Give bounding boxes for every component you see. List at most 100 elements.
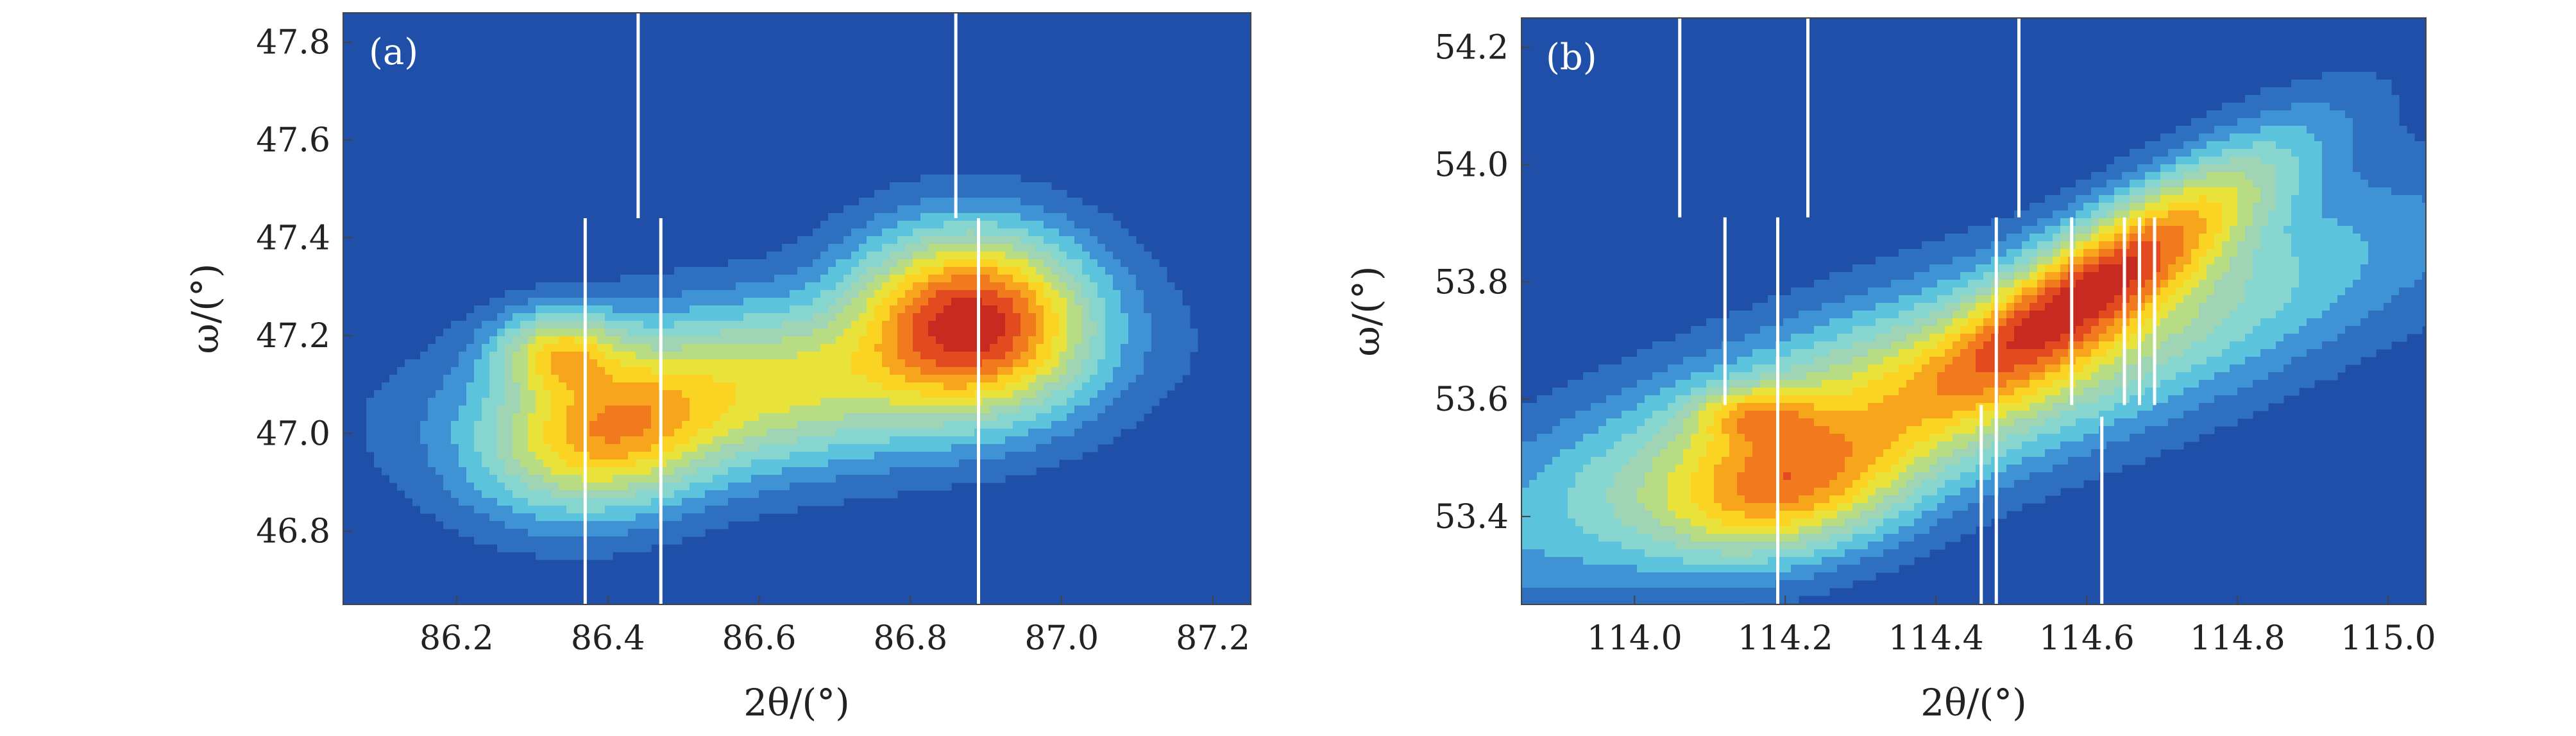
contour-cell [1036,352,1044,360]
contour-cell [990,390,998,398]
contour-cell [2353,87,2361,96]
contour-cell [1968,249,1976,257]
contour-cell [566,321,575,329]
contour-cell [2360,95,2369,103]
contour-cell [928,182,936,191]
contour-cell [1013,313,1021,321]
contour-cell [2376,218,2384,227]
contour-cell [951,267,960,275]
contour-cell [836,267,844,275]
contour-cell [743,513,752,522]
contour-cell [2183,210,2192,219]
contour-cell [520,298,529,306]
contour-cell [489,305,498,314]
contour-cell [874,421,883,429]
contour-cell [982,221,990,229]
contour-cell [497,467,505,475]
contour-cell [967,452,975,460]
contour-cell [2029,287,2038,296]
contour-cell [690,313,698,321]
contour-cell [1097,313,1106,321]
contour-cell [1113,313,1121,321]
contour-cell [2130,257,2138,265]
contour-cell [897,344,906,352]
contour-cell [566,506,575,514]
contour-cell [2091,210,2099,219]
contour-cell [743,336,752,345]
contour-cell [913,475,921,483]
contour-cell [1999,257,2007,265]
contour-cell [620,359,629,368]
contour-cell [936,367,944,375]
contour-cell [2368,234,2377,242]
contour-cell [543,313,552,321]
contour-cell [813,413,821,422]
contour-cell [536,329,544,337]
contour-cell [1136,375,1144,383]
contour-cell [897,228,906,237]
contour-cell [928,244,936,252]
contour-cell [613,382,621,391]
contour-cell [2145,172,2153,180]
contour-cell [2360,180,2369,188]
contour-cell [720,290,729,298]
contour-cell [2145,203,2153,211]
contour-cell [1113,252,1121,260]
contour-cell [1121,298,1129,306]
contour-cell [589,444,598,452]
contour-cell [474,529,482,537]
contour-cell [1097,290,1106,298]
contour-cell [936,467,944,475]
contour-cell [528,390,536,398]
contour-cell [967,244,975,252]
contour-cell [551,421,559,429]
contour-cell [574,406,582,414]
contour-cell [2076,249,2084,257]
contour-cell [920,436,929,445]
contour-cell [697,421,706,429]
contour-cell [1121,329,1129,337]
contour-cell [920,298,929,306]
contour-cell [782,498,790,506]
contour-cell [797,452,806,460]
contour-cell [2253,234,2261,242]
contour-cell [451,329,459,337]
contour-cell [482,459,490,468]
contour-cell [851,490,860,499]
contour-cell [743,305,752,314]
panel-a-x-ticks: 86.2 86.4 86.6 86.8 87.0 87.2 [419,595,1250,658]
contour-cell [2376,226,2384,234]
contour-cell [543,536,552,545]
contour-cell [1929,241,1938,250]
contour-cell [1059,413,1067,422]
contour-cell [2268,287,2276,296]
contour-cell [2376,295,2384,304]
contour-cell [2130,234,2138,242]
contour-cell [697,475,706,483]
contour-cell [2029,241,2038,250]
contour-cell [2368,164,2377,173]
contour-cell [1028,367,1037,375]
contour-cell [2337,187,2346,196]
contour-cell [682,490,690,499]
contour-cell [1074,221,1083,229]
contour-cell [482,344,490,352]
contour-cell [890,282,898,291]
contour-cell [2045,272,2053,280]
contour-cell [2176,218,2184,227]
contour-cell [1953,241,1961,250]
contour-cell [1044,305,1052,314]
contour-cell [2230,257,2238,265]
contour-cell [1097,406,1106,414]
contour-cell [874,329,883,337]
contour-cell [843,275,852,283]
contour-cell [2337,295,2346,304]
contour-cell [520,490,529,499]
contour-cell [951,444,960,452]
contour-cell [2399,126,2407,134]
contour-cell [697,498,706,506]
contour-cell [720,413,729,422]
contour-cell [466,367,475,375]
contour-cell [1144,290,1152,298]
contour-cell [967,429,975,437]
